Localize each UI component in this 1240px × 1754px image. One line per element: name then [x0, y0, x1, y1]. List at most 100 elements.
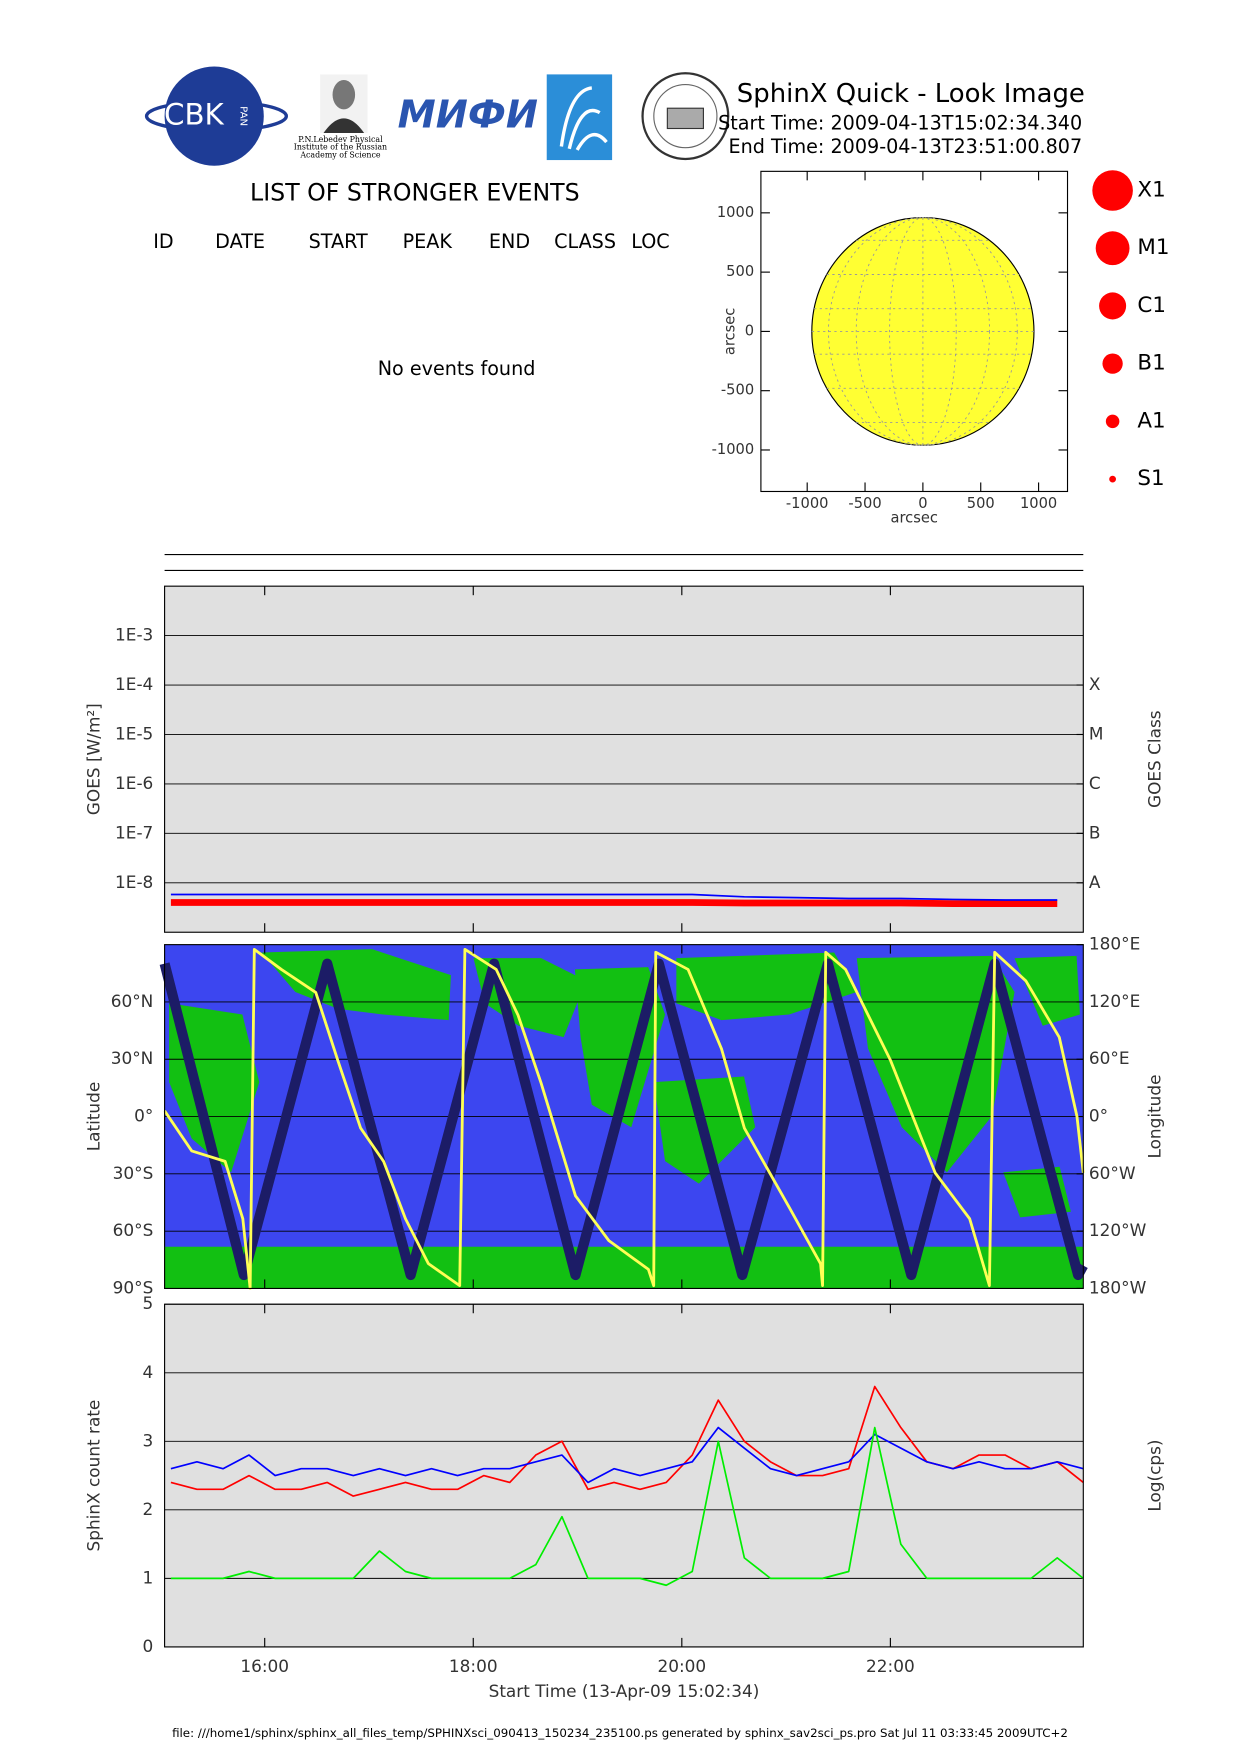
class-marker [1109, 475, 1116, 483]
events-title: LIST OF STRONGER EVENTS [250, 178, 580, 206]
class-marker [1102, 353, 1123, 374]
x-tick-label: 16:00 [240, 1656, 289, 1676]
logo-text: Academy of Science [299, 151, 381, 160]
portrait-body [323, 118, 365, 134]
class-marker [1092, 170, 1133, 211]
y-axis-label: Latitude [84, 1082, 104, 1152]
series-line [170, 893, 1058, 901]
footer: file: ///home1/sphinx/sphinx_all_files_t… [172, 1726, 1068, 1740]
land [169, 1003, 260, 1173]
y2-tick-label: 0° [1089, 1106, 1108, 1126]
land [261, 949, 451, 1021]
y-tick-label: 1E-8 [115, 872, 153, 892]
y2-axis-label: Log(cps) [1144, 1439, 1164, 1511]
x-tick-label: -1000 [786, 495, 829, 512]
class-marker [1099, 292, 1127, 320]
y2-tick-label: 60°E [1089, 1048, 1130, 1068]
y2-tick-label: 120°W [1089, 1220, 1147, 1240]
y2-tick-label: A [1089, 872, 1101, 892]
y-tick-label: 3 [143, 1430, 154, 1450]
y2-tick-label: 120°E [1089, 991, 1140, 1011]
y-tick-label: 60°S [113, 1220, 154, 1240]
x-tick-label: -500 [848, 495, 881, 512]
seal-inner [653, 83, 718, 149]
logo-cbk: CBK PAN [144, 66, 289, 166]
disk-meridian [855, 217, 990, 446]
land [1014, 955, 1080, 1026]
y-tick-label: 2 [143, 1499, 154, 1519]
column-header: ID [153, 230, 173, 253]
logo-lebedev: P.N.Lebedev Physical Institute of the Ru… [294, 74, 387, 160]
y-tick-label: 1E-5 [115, 723, 153, 743]
class-marker [1095, 231, 1130, 266]
y-tick-label: 4 [143, 1362, 154, 1382]
x-axis-label: Start Time (13-Apr-09 15:02:34) [489, 1681, 760, 1701]
logo-arcs [559, 86, 608, 151]
y-tick-label: 0 [745, 322, 754, 339]
end-time: End Time: 2009-04-13T23:51:00.807 [729, 135, 1083, 158]
land [856, 955, 1015, 1173]
y-axis-label: arcsec [721, 308, 738, 355]
logo-disc [164, 66, 264, 166]
class-label: C1 [1137, 293, 1166, 318]
title: SphinX Quick - Look Image [737, 79, 1085, 109]
logo-text: CBK [164, 98, 225, 132]
logo-swoosh [144, 99, 289, 133]
y-tick-label: 1E-7 [115, 822, 153, 842]
y2-tick-label: 180°E [1089, 934, 1140, 954]
y2-tick-label: 60°W [1089, 1163, 1136, 1183]
plot-area [164, 1304, 1084, 1647]
seal-building [666, 107, 704, 130]
y2-tick-label: M [1089, 723, 1104, 743]
series-line [170, 899, 1058, 907]
x-tick-label: 18:00 [449, 1656, 498, 1676]
class-label: S1 [1137, 466, 1164, 491]
y-tick-label: -1000 [712, 441, 755, 458]
y2-tick-label: 180°W [1089, 1277, 1147, 1297]
y-tick-label: 60°N [111, 991, 154, 1011]
plot-frame [164, 585, 1084, 933]
y2-axis-label: Longitude [1144, 1075, 1164, 1159]
column-header: END [489, 230, 530, 253]
y-axis-label: SphinX count rate [84, 1400, 104, 1552]
class-label: A1 [1137, 408, 1165, 433]
y-tick-label: 1E-4 [115, 674, 153, 694]
events-message: No events found [378, 357, 536, 380]
logo-text: PAN [237, 106, 248, 126]
class-label: B1 [1137, 351, 1165, 376]
column-header: DATE [215, 230, 265, 253]
land [676, 952, 857, 1021]
series-line [163, 947, 1085, 1290]
y-tick-label: 0 [143, 1636, 154, 1656]
y-tick-label: -500 [721, 382, 754, 399]
plot-frame [164, 944, 1084, 1290]
class-marker [1105, 414, 1120, 429]
y2-tick-label: X [1089, 674, 1101, 694]
y-tick-label: 30°S [113, 1163, 154, 1183]
plot-area [164, 586, 1084, 933]
y-axis-label: GOES [W/m²] [84, 703, 104, 815]
series-line [170, 1426, 1084, 1484]
start-time: Start Time: 2009-04-13T15:02:34.340 [718, 111, 1082, 134]
y2-axis-label: GOES Class [1144, 710, 1164, 808]
x-tick-label: 22:00 [866, 1656, 915, 1676]
x-tick-label: 500 [967, 495, 995, 512]
column-header: LOC [631, 230, 669, 253]
plot-frame [760, 170, 1069, 493]
y-tick-label: 0° [134, 1106, 153, 1126]
logo-seal [641, 72, 730, 161]
column-header: PEAK [403, 230, 453, 253]
portrait-head [332, 80, 356, 110]
class-label: X1 [1137, 178, 1165, 203]
logo-blue [546, 74, 613, 161]
plot-frame [164, 1303, 1084, 1648]
y-tick-label: 1E-6 [115, 773, 153, 793]
y-tick-label: 1000 [717, 204, 754, 221]
class-label: M1 [1137, 235, 1169, 260]
logo-text: Institute of the Russian [294, 143, 387, 152]
logo-text: P.N.Lebedev Physical [298, 135, 383, 144]
y-tick-label: 1 [143, 1567, 154, 1587]
y-tick-label: 1E-3 [115, 625, 153, 645]
y2-tick-label: C [1089, 773, 1101, 793]
